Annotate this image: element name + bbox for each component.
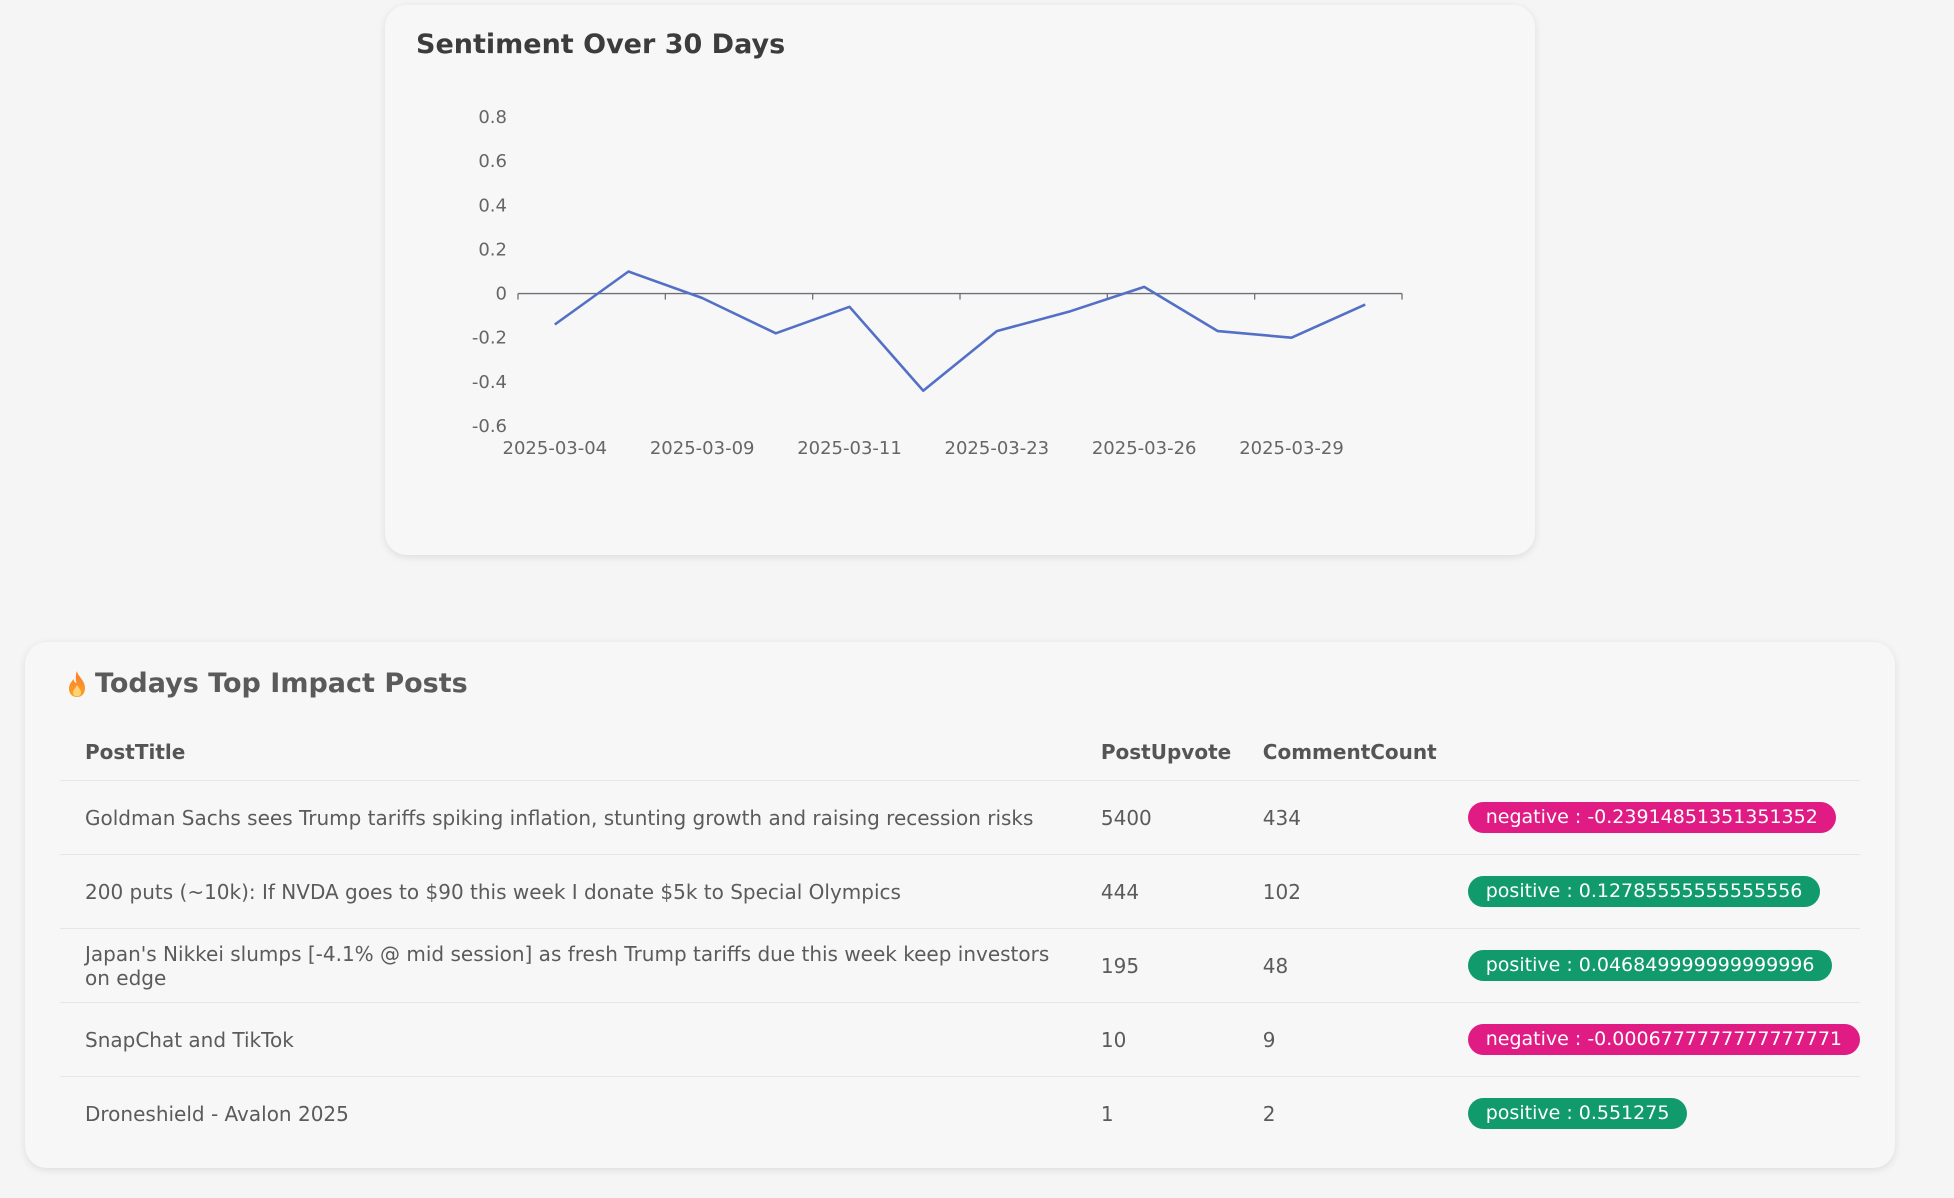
x-tick-label: 2025-03-29 — [1239, 438, 1344, 459]
x-tick-label: 2025-03-09 — [650, 438, 755, 459]
sentiment-badge: positive : 0.12785555555555556 — [1467, 876, 1821, 907]
y-tick-label: 0.8 — [478, 107, 507, 128]
data-point — [921, 389, 925, 393]
post-upvote-cell: 5400 — [1075, 780, 1238, 855]
data-point — [1142, 285, 1146, 289]
data-point — [1069, 309, 1073, 313]
sentiment-series-line — [554, 270, 1366, 393]
data-point — [1290, 336, 1294, 340]
post-title-cell: Droneshield - Avalon 2025 — [85, 1101, 349, 1126]
top-posts-table: PostTitle PostUpvote CommentCount Goldma… — [60, 724, 1860, 1150]
y-tick-label: -0.4 — [472, 372, 507, 393]
x-tick-label: 2025-03-23 — [945, 438, 1050, 459]
sentiment-cell: positive : 0.12785555555555556 — [1442, 854, 1860, 929]
x-tick-label: 2025-03-26 — [1092, 438, 1197, 459]
sentiment-badge: negative : -0.23914851351351352 — [1467, 802, 1836, 833]
x-tick-label: 2025-03-11 — [797, 438, 902, 459]
comment-count-cell: 2 — [1262, 1101, 1276, 1126]
sentiment-badge: positive : 0.551275 — [1467, 1098, 1688, 1129]
table-row[interactable]: SnapChat and TikTok 10 9 negative : -0.0… — [60, 1002, 1860, 1077]
data-point — [627, 270, 631, 274]
data-point — [848, 305, 852, 309]
column-header-post-title: PostTitle — [60, 724, 1076, 781]
posts-heading: Todays Top Impact Posts — [65, 668, 468, 699]
x-tick-label: 2025-03-04 — [503, 438, 608, 459]
comment-count-cell: 102 — [1237, 854, 1443, 929]
comment-count-cell: 9 — [1237, 1002, 1443, 1077]
fire-icon — [69, 670, 85, 697]
y-tick-label: -0.2 — [472, 328, 507, 349]
table-header-row: PostTitle PostUpvote CommentCount — [60, 724, 1860, 781]
column-header-sentiment — [1442, 724, 1860, 781]
column-header-comment-count: CommentCount — [1237, 724, 1443, 781]
table-row[interactable]: Goldman Sachs sees Trump tariffs spiking… — [60, 780, 1860, 855]
table-row[interactable]: Droneshield - Avalon 2025 1 2 positive :… — [60, 1077, 1860, 1151]
post-upvote-cell: 10 — [1075, 1002, 1238, 1077]
y-tick-label: 0.2 — [478, 239, 507, 260]
column-header-post-upvote: PostUpvote — [1075, 724, 1238, 781]
posts-heading-label: Todays Top Impact Posts — [95, 668, 468, 699]
post-upvote-cell: 195 — [1075, 928, 1238, 1003]
comment-count-cell: 434 — [1237, 780, 1443, 855]
sentiment-cell: positive : 0.551275 — [1443, 1077, 1860, 1151]
sentiment-badge: negative : -0.0006777777777777771 — [1467, 1024, 1860, 1055]
data-point — [1216, 329, 1220, 333]
data-point — [774, 331, 778, 335]
post-upvote-cell: 444 — [1075, 854, 1238, 929]
table-row[interactable]: Japan's Nikkei slumps [-4.1% @ mid sessi… — [60, 928, 1860, 1003]
data-point — [553, 322, 557, 326]
y-tick-label: 0 — [496, 284, 507, 305]
sentiment-cell: negative : -0.23914851351351352 — [1442, 780, 1860, 855]
post-title-cell: 200 puts (~10k): If NVDA goes to $90 thi… — [60, 854, 1076, 929]
sentiment-chart-card: Sentiment Over 30 Days 0.8 0.6 0.4 0.2 0 -0.2… — [385, 5, 1535, 555]
y-tick-label: -0.6 — [472, 416, 507, 437]
y-tick-label: 0.6 — [478, 151, 507, 172]
post-title-cell: Japan's Nikkei slumps [-4.1% @ mid sessi… — [60, 928, 1076, 1003]
table-row[interactable]: 200 puts (~10k): If NVDA goes to $90 thi… — [60, 854, 1860, 929]
top-impact-posts-card: Todays Top Impact Posts PostTitle PostUp… — [25, 642, 1895, 1168]
post-title-cell: Goldman Sachs sees Trump tariffs spiking… — [60, 780, 1076, 855]
comment-count-cell: 48 — [1237, 928, 1443, 1003]
post-upvote-cell: 1 — [1100, 1101, 1114, 1126]
sentiment-cell: positive : 0.046849999999999996 — [1442, 928, 1860, 1003]
sentiment-badge: positive : 0.046849999999999996 — [1467, 950, 1833, 981]
data-point — [1363, 303, 1367, 307]
y-tick-label: 0.4 — [478, 195, 507, 216]
sentiment-cell: negative : -0.0006777777777777771 — [1442, 1002, 1860, 1077]
post-title-cell: SnapChat and TikTok — [60, 1002, 1076, 1077]
data-point — [995, 329, 999, 333]
chart-title: Sentiment Over 30 Days — [416, 29, 786, 60]
data-point — [700, 296, 704, 300]
